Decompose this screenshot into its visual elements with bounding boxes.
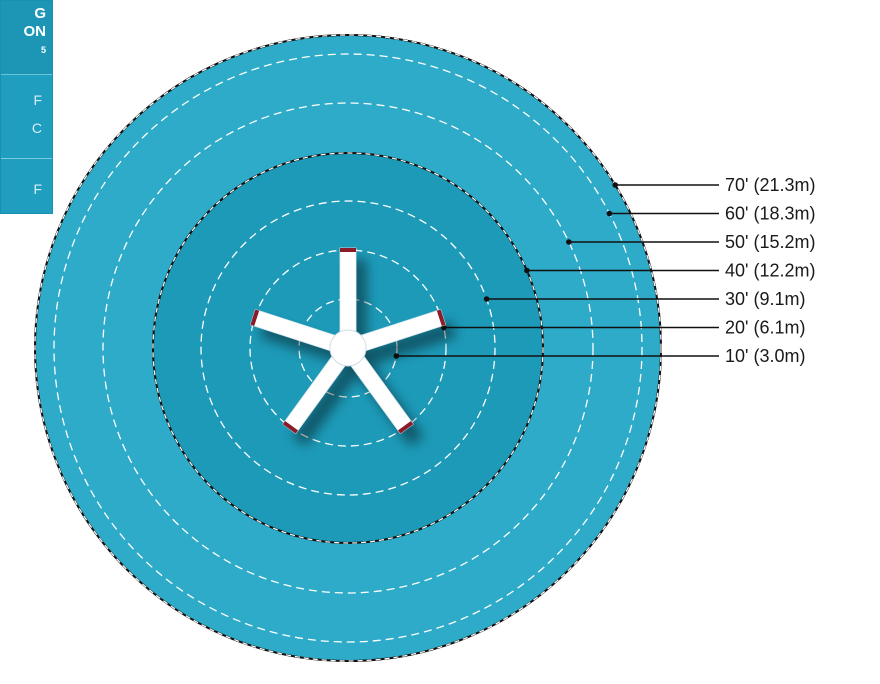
fan-blade-tip-3 xyxy=(397,420,414,434)
legend-row-text-1: F xyxy=(33,92,42,108)
legend-title-text: ON xyxy=(23,23,47,40)
legend-header: G ON 5 xyxy=(1,1,52,75)
fan-blade-tip-5 xyxy=(250,309,260,326)
legend-row-secondary: F xyxy=(1,159,52,213)
distance-label-10ft: 10' (3.0m) xyxy=(725,346,805,366)
fan-blade-tip-4 xyxy=(282,420,299,434)
distance-ring-30ft xyxy=(200,200,496,496)
distance-label-40ft: 40' (12.2m) xyxy=(725,261,815,281)
boundary-ring-dash-40ft xyxy=(152,152,544,544)
ceiling-fan-icon xyxy=(249,247,447,435)
legend-title-line-2: ON 5 xyxy=(24,23,47,64)
boundary-ring-dash-70ft xyxy=(34,34,662,662)
fan-blade-tip-2 xyxy=(436,309,446,326)
legend-row-temperature: F C xyxy=(1,75,52,159)
distance-ring-50ft xyxy=(102,102,594,594)
distance-label-30ft: 30' (9.1m) xyxy=(725,289,805,309)
legend-panel: G ON 5 F C F xyxy=(0,0,53,214)
legend-title-line-1: G xyxy=(34,5,46,22)
distance-label-20ft: 20' (6.1m) xyxy=(725,318,805,338)
distance-ring-60ft xyxy=(53,53,643,643)
fan-blade-tip-1 xyxy=(340,248,356,252)
legend-row-text-2: C xyxy=(31,120,42,136)
fan-hub xyxy=(329,329,367,367)
distance-label-70ft: 70' (21.3m) xyxy=(725,175,815,195)
distance-label-60ft: 60' (18.3m) xyxy=(725,204,815,224)
distance-ring-10ft xyxy=(298,298,398,398)
legend-footnote-mark: 5 xyxy=(40,45,46,55)
distance-label-50ft: 50' (15.2m) xyxy=(725,232,815,252)
legend-row-text-3: F xyxy=(33,181,42,197)
